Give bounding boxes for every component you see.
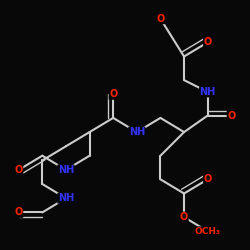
Text: O: O (156, 14, 164, 24)
Text: NH: NH (200, 87, 216, 97)
Text: OCH₃: OCH₃ (195, 227, 221, 236)
Text: O: O (227, 110, 235, 120)
Text: NH: NH (129, 127, 145, 137)
Text: O: O (109, 89, 117, 99)
Text: O: O (14, 165, 23, 175)
Text: O: O (180, 212, 188, 222)
Text: O: O (204, 37, 212, 47)
Text: NH: NH (58, 193, 74, 203)
Text: O: O (14, 208, 23, 218)
Text: O: O (204, 174, 212, 184)
Text: NH: NH (58, 165, 74, 175)
